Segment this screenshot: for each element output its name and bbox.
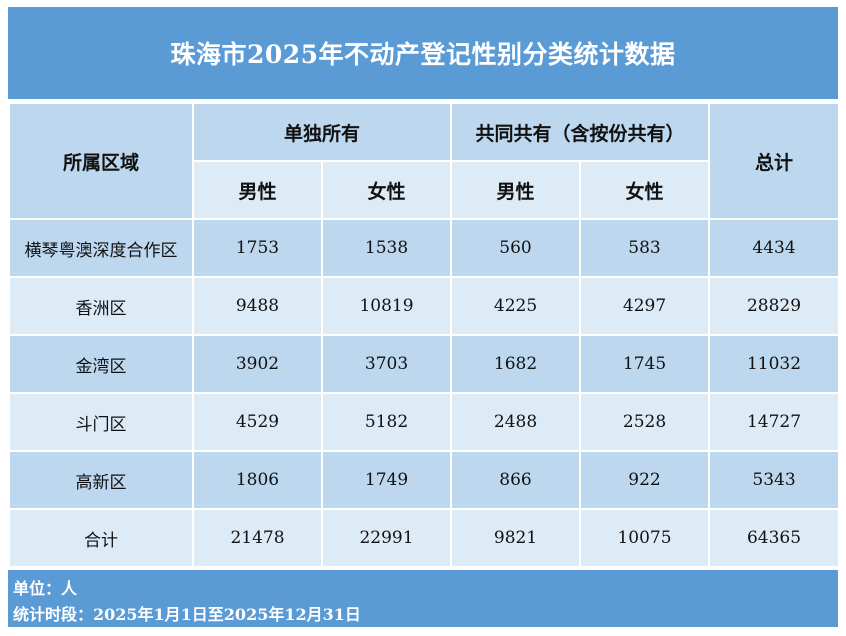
cell-sole-female: 1538 (320, 218, 453, 278)
cell-sole-male: 9488 (192, 276, 323, 336)
header-sole-male: 男性 (192, 160, 323, 220)
header-sole-ownership: 单独所有 (191, 102, 453, 162)
header-joint-female: 女性 (579, 160, 711, 220)
cell-sole-male: 3902 (192, 334, 323, 394)
footer-notes: 单位：人 统计时段：2025年1月1日至2025年12月31日 (8, 570, 838, 627)
header-row-top: 所属区域 单独所有 共同共有（含按份共有） 总计 (8, 102, 841, 220)
cell-joint-male: 560 (450, 218, 582, 278)
cell-total: 28829 (708, 276, 841, 336)
cell-total: 4434 (708, 218, 841, 278)
cell-joint-male: 2488 (450, 392, 582, 452)
cell-sole-male: 1806 (192, 450, 323, 510)
header-sole-female: 女性 (320, 160, 453, 220)
cell-joint-female: 2528 (579, 392, 711, 452)
unit-note: 单位：人 (13, 579, 78, 598)
cell-joint-female: 4297 (579, 276, 711, 336)
table-row: 金湾区 3902 3703 1682 1745 11032 (8, 334, 841, 394)
table-row: 高新区 1806 1749 866 922 5343 (8, 450, 841, 510)
cell-region: 高新区 (8, 450, 194, 510)
cell-sole-female: 3703 (320, 334, 453, 394)
page-title: 珠海市2025年不动产登记性别分类统计数据 (170, 40, 676, 69)
cell-sole-female: 1749 (320, 450, 453, 510)
cell-joint-female: 922 (579, 450, 711, 510)
cell-joint-male: 1682 (450, 334, 582, 394)
header-joint-male: 男性 (450, 160, 582, 220)
table-row-total: 合计 21478 22991 9821 10075 64365 (8, 508, 841, 568)
cell-sole-male: 1753 (192, 218, 323, 278)
table-row: 横琴粤澳深度合作区 1753 1538 560 583 4434 (8, 218, 841, 278)
statistics-table: 所属区域 单独所有 共同共有（含按份共有） 总计 男性 女性 男性 女性 横琴粤… (8, 102, 841, 568)
table-row: 斗门区 4529 5182 2488 2528 14727 (8, 392, 841, 452)
header-joint-ownership: 共同共有（含按份共有） (450, 102, 711, 162)
table-row: 香洲区 9488 10819 4225 4297 28829 (8, 276, 841, 336)
cell-joint-male: 9821 (450, 508, 582, 568)
cell-region: 香洲区 (8, 276, 194, 336)
cell-sole-female: 10819 (320, 276, 453, 336)
cell-region: 横琴粤澳深度合作区 (8, 218, 194, 278)
title-bar: 珠海市2025年不动产登记性别分类统计数据 (8, 7, 838, 99)
header-region: 所属区域 (8, 102, 194, 220)
header-total: 总计 (708, 102, 841, 220)
cell-joint-male: 866 (450, 450, 582, 510)
cell-region: 斗门区 (8, 392, 194, 452)
period-note: 统计时段：2025年1月1日至2025年12月31日 (13, 605, 361, 624)
cell-sole-female: 22991 (320, 508, 453, 568)
cell-joint-male: 4225 (450, 276, 582, 336)
cell-sole-male: 4529 (192, 392, 323, 452)
cell-joint-female: 10075 (579, 508, 711, 568)
cell-joint-female: 1745 (579, 334, 711, 394)
cell-joint-female: 583 (579, 218, 711, 278)
cell-sole-male: 21478 (192, 508, 323, 568)
cell-total: 11032 (708, 334, 841, 394)
cell-total: 14727 (708, 392, 841, 452)
cell-sole-female: 5182 (320, 392, 453, 452)
cell-total: 64365 (708, 508, 841, 568)
cell-region: 金湾区 (8, 334, 194, 394)
header-row-sub: 男性 女性 男性 女性 (9, 160, 839, 220)
cell-region: 合计 (8, 508, 194, 568)
cell-total: 5343 (708, 450, 841, 510)
statistics-sheet: 珠海市2025年不动产登记性别分类统计数据 所属区域 单独所有 共同共有（含按份… (8, 7, 841, 627)
